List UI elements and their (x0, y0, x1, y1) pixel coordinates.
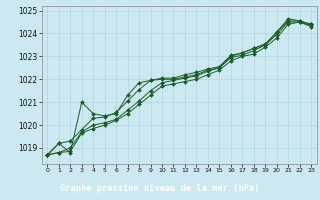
Text: Graphe pression niveau de la mer (hPa): Graphe pression niveau de la mer (hPa) (60, 184, 260, 193)
